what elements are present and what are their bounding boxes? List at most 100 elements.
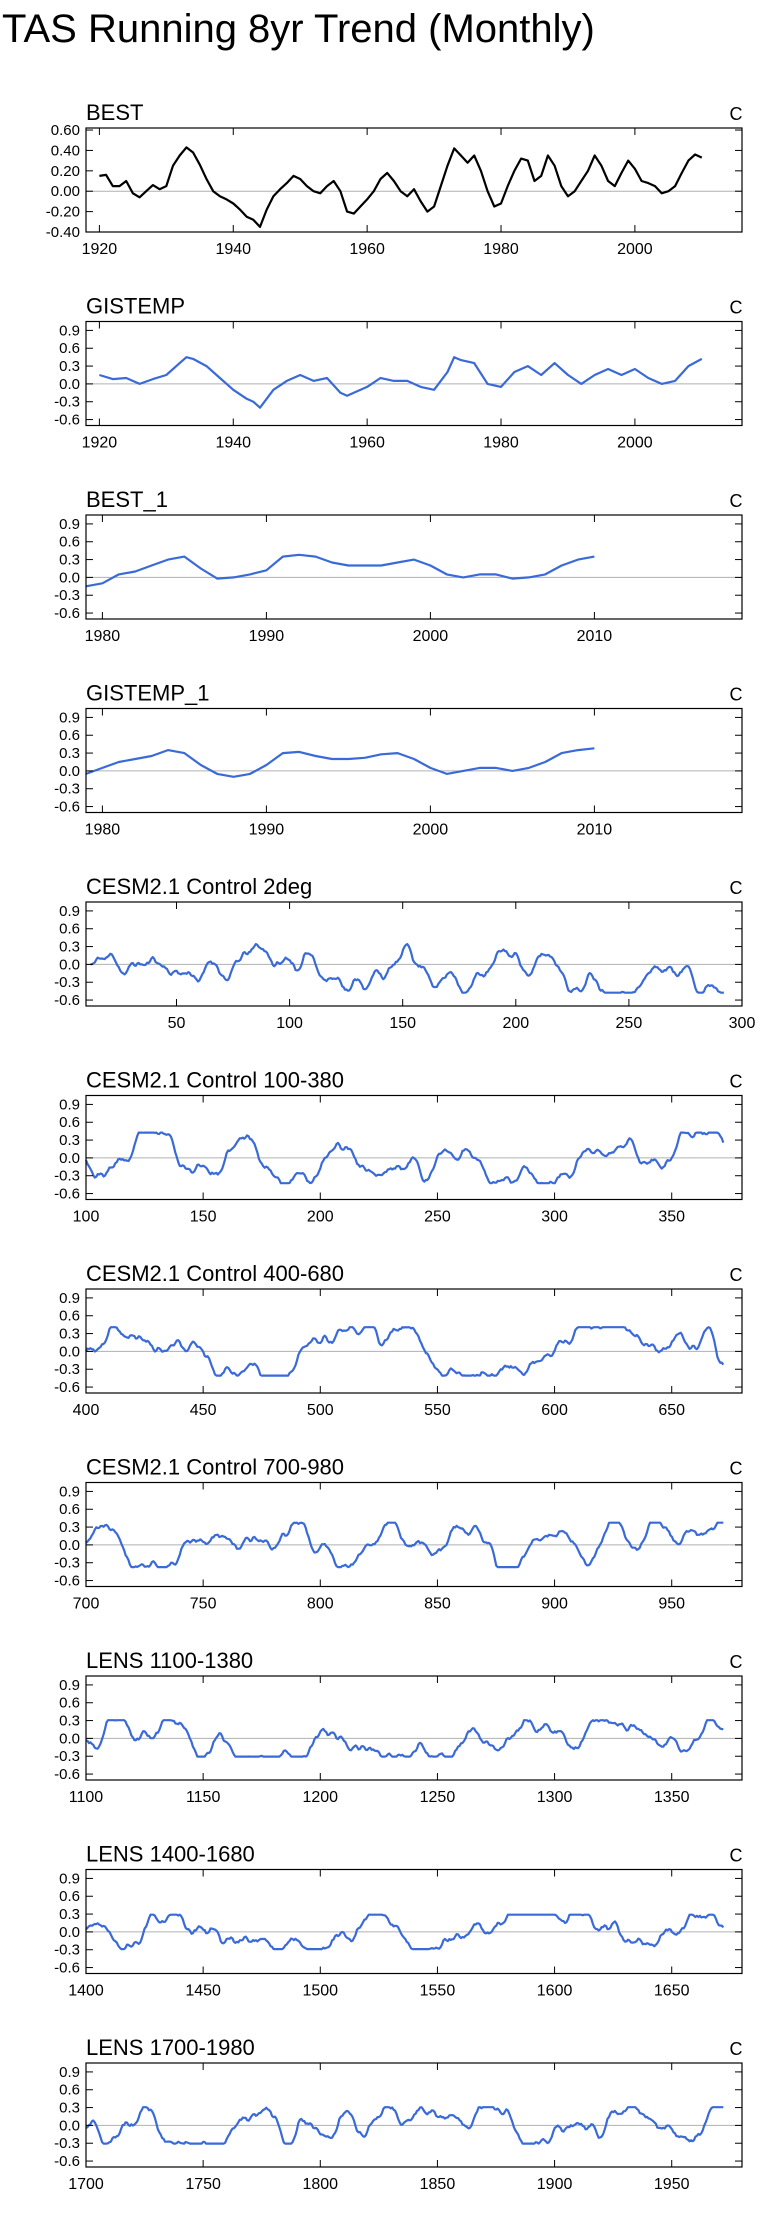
units-label: C: [730, 1846, 743, 1866]
x-tick-label: 400: [73, 1402, 100, 1419]
x-tick-label: 100: [73, 1209, 100, 1226]
y-tick-label: 0.9: [59, 1290, 80, 1307]
plot-frame: [85, 127, 743, 233]
y-tick-label: 0.60: [51, 122, 80, 139]
x-tick-label: 200: [502, 1015, 529, 1032]
series-line: [85, 1719, 724, 1758]
y-tick-label: -0.6: [54, 412, 80, 429]
x-tick-label: 1600: [537, 1983, 573, 2000]
y-tick-label: -0.6: [54, 992, 80, 1009]
x-tick-label: 300: [541, 1209, 568, 1226]
y-tick-label: 0.6: [59, 1888, 80, 1905]
series-line: [85, 553, 595, 588]
x-tick-label: 1980: [483, 435, 519, 452]
x-tick-label: 1950: [654, 2176, 690, 2193]
chart-panel: GISTEMP_1 C -0.6-0.30.00.30.60.9 1980 1990 20…: [54, 681, 743, 839]
panel-title: GISTEMP_1: [86, 681, 209, 706]
plot-frame: [85, 320, 743, 427]
x-tick-label: 1200: [302, 1789, 338, 1806]
x-tick-label: 1450: [185, 1983, 221, 2000]
y-tick-label: 0.40: [51, 142, 80, 159]
y-tick-label: 0.9: [59, 1096, 80, 1113]
y-tick-label: 0.9: [59, 2064, 80, 2081]
y-tick-label: -0.3: [54, 587, 80, 604]
y-tick-label: 0.0: [59, 1730, 80, 1747]
series-line: [85, 2106, 724, 2145]
y-tick-label: -0.3: [54, 974, 80, 991]
y-tick-label: -0.6: [54, 1379, 80, 1396]
chart-panel: CESM2.1 Control 2deg C -0.6-0.30.00.30.60.…: [54, 874, 755, 1032]
y-tick-label: 0.6: [59, 1695, 80, 1712]
y-tick-label: 0.0: [59, 1343, 80, 1360]
x-tick-label: 1960: [349, 241, 385, 258]
y-tick-label: 0.6: [59, 340, 80, 357]
x-tick-label: 50: [168, 1015, 186, 1032]
x-tick-label: 2010: [577, 822, 613, 839]
x-tick-label: 450: [190, 1402, 217, 1419]
units-label: C: [730, 2039, 743, 2059]
x-tick-label: 1150: [186, 1789, 221, 1806]
x-tick-label: 2000: [413, 822, 449, 839]
y-tick-label: -0.40: [46, 224, 80, 241]
units-label: C: [730, 1652, 743, 1672]
x-tick-label: 1980: [483, 241, 519, 258]
x-tick-label: 300: [729, 1015, 756, 1032]
x-tick-label: 1650: [654, 1983, 690, 2000]
units-label: C: [730, 491, 743, 511]
y-tick-label: 0.3: [59, 745, 80, 762]
plot-frame: [85, 1868, 743, 1975]
y-tick-label: 0.0: [59, 1150, 80, 1167]
x-tick-label: 1750: [185, 2176, 221, 2193]
units-label: C: [730, 1072, 743, 1092]
y-tick-label: 0.6: [59, 1308, 80, 1325]
x-tick-label: 150: [389, 1015, 416, 1032]
y-tick-label: -0.20: [46, 204, 80, 221]
x-tick-label: 150: [190, 1209, 217, 1226]
y-tick-label: 0.9: [59, 1483, 80, 1500]
y-tick-label: 0.0: [59, 376, 80, 393]
x-tick-label: 800: [307, 1596, 334, 1613]
y-tick-label: 0.3: [59, 358, 80, 375]
x-tick-label: 1800: [302, 2176, 338, 2193]
y-tick-label: 0.6: [59, 727, 80, 744]
y-tick-label: 0.00: [51, 183, 80, 200]
plot-frame: [85, 1094, 743, 1201]
x-tick-label: 350: [658, 1209, 685, 1226]
y-tick-label: -0.3: [54, 1748, 80, 1765]
x-tick-label: 1850: [420, 2176, 456, 2193]
chart-panel: CESM2.1 Control 400-680 C-0.6-0.30.00.30.…: [54, 1261, 743, 1419]
x-tick-label: 2010: [577, 628, 613, 645]
y-tick-label: 0.9: [59, 322, 80, 339]
y-tick-label: 0.0: [59, 956, 80, 973]
x-tick-label: 500: [307, 1402, 334, 1419]
x-tick-label: 1400: [68, 1983, 104, 2000]
y-tick-label: 0.3: [59, 2100, 80, 2117]
chart-panel: LENS 1700-1980 C -0.6-0.30.00.30.60.9 1700 1…: [54, 2035, 743, 2193]
y-tick-label: 0.0: [59, 2117, 80, 2134]
x-tick-label: 1700: [68, 2176, 104, 2193]
plot-frame: [85, 514, 743, 620]
x-tick-label: 1900: [537, 2176, 573, 2193]
y-tick-label: -0.6: [54, 2153, 80, 2170]
x-tick-label: 1920: [82, 435, 118, 452]
series-line: [84, 1131, 725, 1185]
x-tick-label: 250: [616, 1015, 643, 1032]
y-tick-label: 0.6: [59, 534, 80, 551]
x-tick-label: 2000: [617, 241, 653, 258]
x-tick-label: 1100: [69, 1789, 104, 1806]
y-tick-label: 0.3: [59, 1326, 80, 1343]
y-tick-label: 0.6: [59, 2082, 80, 2099]
y-tick-label: -0.3: [54, 2135, 80, 2152]
y-tick-label: -0.3: [54, 1168, 80, 1185]
chart-panels: BEST C -0.40 -0.20 0.00 0.20 0.40 0.60 1920 1940 1…: [46, 100, 756, 2193]
x-tick-label: 750: [190, 1596, 217, 1613]
y-tick-label: 0.0: [59, 1537, 80, 1554]
y-tick-label: 0.3: [59, 1519, 80, 1536]
y-tick-label: 0.9: [59, 903, 80, 920]
y-tick-label: -0.6: [54, 1573, 80, 1590]
x-tick-label: 1250: [420, 1789, 456, 1806]
chart-panel: LENS 1100-1380 C -0.6-0.30.00.30.60.9 1100 1…: [54, 1648, 743, 1806]
chart-panel: GISTEMP C -0.6-0.30.00.30.60.9 1920 1940 1960…: [54, 294, 743, 452]
plot-frame: [85, 2062, 743, 2168]
